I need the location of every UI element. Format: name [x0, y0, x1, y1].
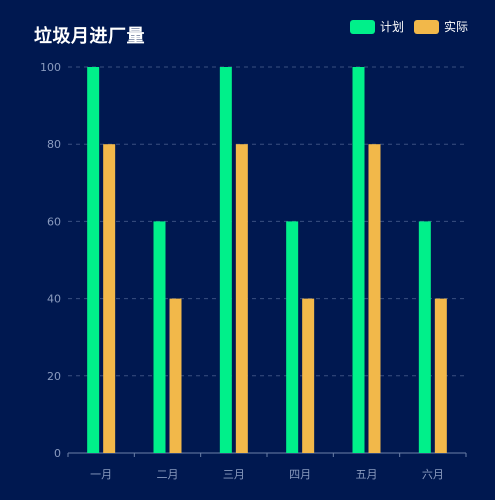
y-tick-label: 80: [47, 138, 61, 151]
legend-item-actual[interactable]: 实际: [413, 18, 468, 35]
legend-item-plan[interactable]: 计划: [349, 18, 404, 35]
y-tick-label: 100: [40, 61, 61, 74]
y-tick-label: 40: [47, 293, 61, 306]
y-tick-label: 0: [54, 447, 61, 460]
legend-label-actual: 实际: [443, 20, 468, 34]
bar-actual: [103, 144, 116, 453]
legend-swatch-actual: [413, 19, 439, 34]
x-tick-label: 五月: [356, 468, 378, 481]
legend-swatch-plan: [349, 19, 375, 34]
bar-actual: [434, 298, 447, 453]
chart-title: 垃圾月进厂量: [34, 26, 145, 47]
bar-plan: [87, 67, 100, 453]
x-tick-label: 二月: [157, 468, 179, 481]
legend: 计划 实际: [340, 18, 468, 35]
bar-actual: [235, 144, 248, 453]
bar-plan: [153, 221, 166, 453]
x-tick-label: 三月: [223, 468, 245, 481]
y-tick-label: 60: [47, 215, 61, 228]
bar-actual: [368, 144, 381, 453]
x-tick-label: 四月: [289, 468, 311, 481]
bar-plan: [286, 221, 299, 453]
x-tick-label: 六月: [422, 468, 444, 481]
bar-actual: [302, 298, 315, 453]
bar-plan: [418, 221, 431, 453]
bar-plan: [219, 67, 232, 453]
y-tick-label: 20: [47, 370, 61, 383]
x-tick-label: 一月: [90, 468, 112, 481]
legend-label-plan: 计划: [379, 20, 404, 34]
bar-actual: [169, 298, 182, 453]
bar-plan: [352, 67, 365, 453]
